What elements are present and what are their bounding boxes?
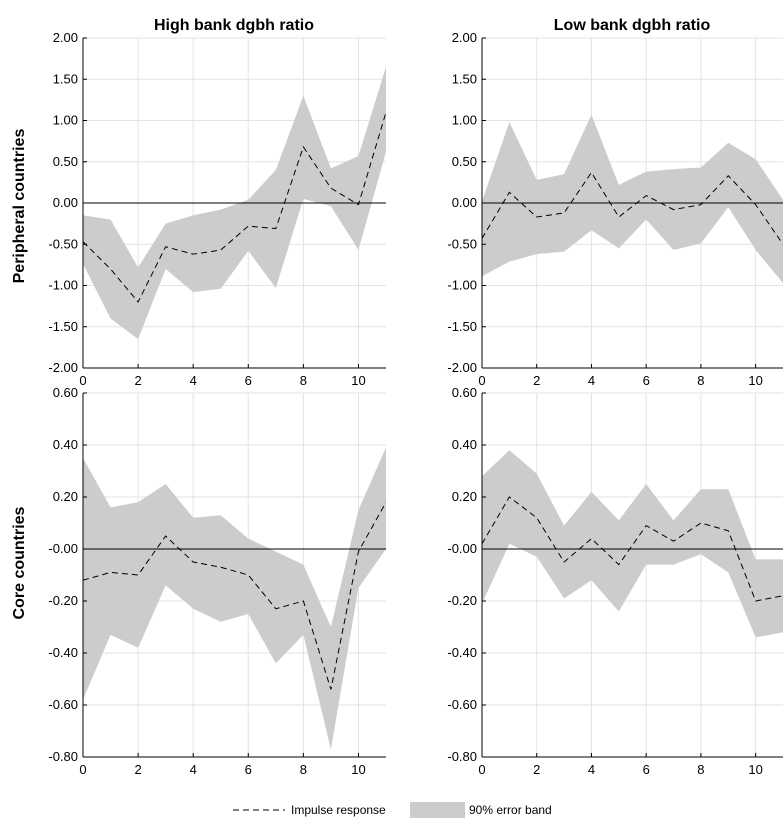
- y-tick-label: -0.50: [48, 236, 78, 251]
- impulse-response-line: [83, 501, 386, 690]
- x-tick-label: 4: [588, 762, 595, 777]
- y-tick-label: 0.60: [452, 385, 477, 400]
- y-tick-label: -0.60: [447, 697, 477, 712]
- y-tick-label: -0.20: [447, 593, 477, 608]
- y-tick-label: 0.60: [53, 385, 78, 400]
- error-band: [482, 450, 783, 638]
- x-tick-label: 2: [134, 373, 141, 388]
- y-tick-label: 0.50: [452, 154, 477, 169]
- legend-band-label: 90% error band: [469, 803, 552, 817]
- x-tick-label: 6: [643, 762, 650, 777]
- y-tick-label: 1.50: [452, 71, 477, 86]
- y-tick-label: -0.00: [447, 541, 477, 556]
- legend-impulse-label: Impulse response: [291, 803, 386, 817]
- panel-2: 0.60 0.40 0.20 -0.00 -0.20 -0.40 -0.60 -0.800 2 4…: [48, 385, 386, 777]
- col-title-high: High bank dgbh ratio: [154, 17, 314, 34]
- x-tick-label: 0: [478, 762, 485, 777]
- y-tick-label: -0.80: [447, 749, 477, 764]
- x-tick-label: 8: [697, 373, 704, 388]
- impulse-response-line: [482, 496, 783, 602]
- y-tick-label: -0.40: [447, 645, 477, 660]
- y-tick-label: 0.00: [53, 195, 78, 210]
- x-tick-label: 8: [300, 762, 307, 777]
- x-tick-label: 10: [748, 373, 762, 388]
- plot-area: [83, 447, 386, 750]
- legend-band-swatch: [410, 802, 465, 818]
- y-tick-label: -0.80: [48, 749, 78, 764]
- y-tick-label: -2.00: [48, 360, 78, 375]
- x-tick-label: 6: [643, 373, 650, 388]
- y-tick-label: 2.00: [53, 30, 78, 45]
- y-tick-label: -0.00: [48, 541, 78, 556]
- y-tick-label: -0.20: [48, 593, 78, 608]
- col-title-low: Low bank dgbh ratio: [554, 17, 711, 34]
- impulse-response-line: [83, 112, 386, 303]
- y-tick-label: -1.00: [447, 278, 477, 293]
- panel-3: 0.60 0.40 0.20 -0.00 -0.20 -0.40 -0.60 -0.800 2 4…: [447, 385, 783, 777]
- error-band: [482, 114, 783, 284]
- panel-1: 2.00 1.50 1.00 0.50 0.00 -0.50 -1.00 -1.50 -2.00…: [447, 30, 783, 388]
- x-tick-label: 6: [245, 762, 252, 777]
- x-tick-label: 10: [748, 762, 762, 777]
- y-tick-label: -0.50: [447, 236, 477, 251]
- plot-area: [482, 450, 783, 638]
- panel-0: 2.00 1.50 1.00 0.50 0.00 -0.50 -1.00 -1.50 -2.00…: [48, 30, 386, 388]
- x-tick-label: 2: [533, 373, 540, 388]
- error-band: [83, 447, 386, 750]
- x-tick-label: 8: [300, 373, 307, 388]
- row-title-core: Core countries: [11, 506, 28, 619]
- y-tick-label: -1.50: [447, 319, 477, 334]
- x-tick-label: 8: [697, 762, 704, 777]
- panels: 2.00 1.50 1.00 0.50 0.00 -0.50 -1.00 -1.50 -2.00…: [48, 30, 783, 777]
- y-tick-label: 2.00: [452, 30, 477, 45]
- x-tick-label: 10: [351, 373, 365, 388]
- x-tick-label: 6: [245, 373, 252, 388]
- x-tick-label: 2: [533, 762, 540, 777]
- x-tick-label: 0: [79, 762, 86, 777]
- y-tick-label: 0.50: [53, 154, 78, 169]
- y-tick-label: -2.00: [447, 360, 477, 375]
- y-tick-label: 1.50: [53, 71, 78, 86]
- x-tick-label: 0: [478, 373, 485, 388]
- y-tick-label: -0.40: [48, 645, 78, 660]
- x-tick-label: 4: [588, 373, 595, 388]
- y-tick-label: 0.00: [452, 195, 477, 210]
- row-title-peripheral: Peripheral countries: [11, 129, 28, 284]
- y-tick-label: 0.20: [452, 489, 477, 504]
- x-tick-label: 0: [79, 373, 86, 388]
- x-tick-label: 4: [190, 373, 197, 388]
- impulse-response-line: [482, 171, 783, 245]
- y-tick-label: 1.00: [53, 113, 78, 128]
- plot-area: [83, 66, 386, 340]
- y-tick-label: -1.50: [48, 319, 78, 334]
- error-band: [83, 66, 386, 340]
- y-tick-label: 0.40: [452, 437, 477, 452]
- y-tick-label: 0.20: [53, 489, 78, 504]
- x-tick-label: 4: [190, 762, 197, 777]
- y-tick-label: 1.00: [452, 113, 477, 128]
- y-tick-label: 0.40: [53, 437, 78, 452]
- plot-area: [482, 114, 783, 284]
- y-tick-label: -0.60: [48, 697, 78, 712]
- x-tick-label: 2: [134, 762, 141, 777]
- legend: Impulse response 90% error band: [233, 802, 552, 818]
- y-tick-label: -1.00: [48, 278, 78, 293]
- x-tick-label: 10: [351, 762, 365, 777]
